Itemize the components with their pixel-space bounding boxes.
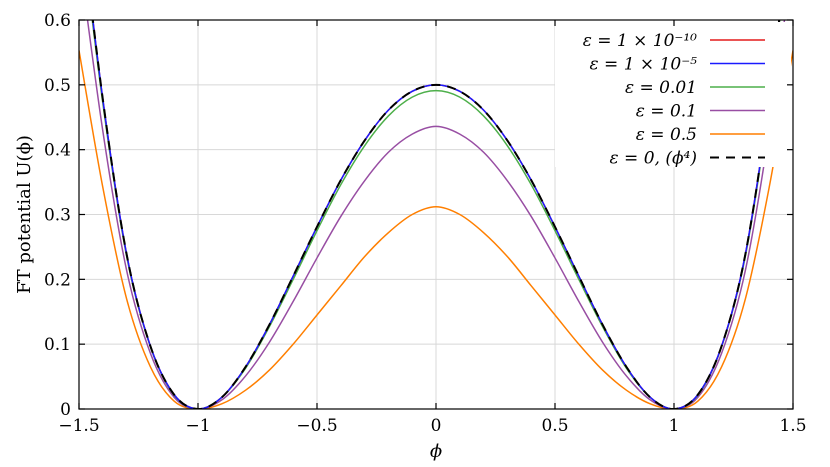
x-tick-label: 0.5: [541, 416, 568, 436]
y-tick-label: 0.6: [44, 11, 71, 31]
legend-label: ε = 0.5: [636, 125, 697, 145]
series-line: [86, 20, 786, 409]
series-line: [91, 20, 781, 409]
legend-label: ε = 1 × 10⁻⁵: [590, 55, 698, 75]
x-tick-label: −1: [185, 416, 210, 436]
y-tick-label: 0.4: [44, 141, 71, 161]
x-tick-label: −1.5: [58, 416, 99, 436]
legend-label: ε = 0.01: [625, 78, 697, 98]
x-tick-labels: −1.5 −1 −0.5 0 0.5 1 1.5: [58, 416, 806, 436]
legend-label: ε = 0.1: [636, 102, 697, 122]
y-tick-label: 0.2: [44, 270, 71, 290]
x-tick-label: −0.5: [296, 416, 337, 436]
x-tick-label: 1.5: [779, 416, 806, 436]
y-tick-label: 0: [60, 400, 71, 420]
legend: ε = 1 × 10⁻¹⁰ ε = 1 × 10⁻⁵ ε = 0.01 ε = 0.1…: [583, 31, 765, 169]
legend-background: [555, 22, 791, 167]
y-axis-label: FT potential U(ϕ): [14, 135, 35, 294]
y-tick-label: 0.1: [44, 335, 71, 355]
series-line: [79, 50, 793, 409]
y-tick-labels: 0 0.1 0.2 0.3 0.4 0.5 0.6: [44, 11, 71, 420]
x-tick-label: 1: [669, 416, 680, 436]
y-tick-label: 0.5: [44, 76, 71, 96]
legend-label: ε = 1 × 10⁻¹⁰: [583, 31, 697, 51]
axis-ticks: [78, 19, 794, 410]
x-axis-label: ϕ: [430, 441, 442, 462]
x-tick-label: 0: [431, 416, 442, 436]
legend-label: ε = 0, (ϕ⁴): [610, 149, 697, 169]
series-lines: [79, 20, 793, 409]
y-tick-label: 0.3: [44, 206, 71, 226]
